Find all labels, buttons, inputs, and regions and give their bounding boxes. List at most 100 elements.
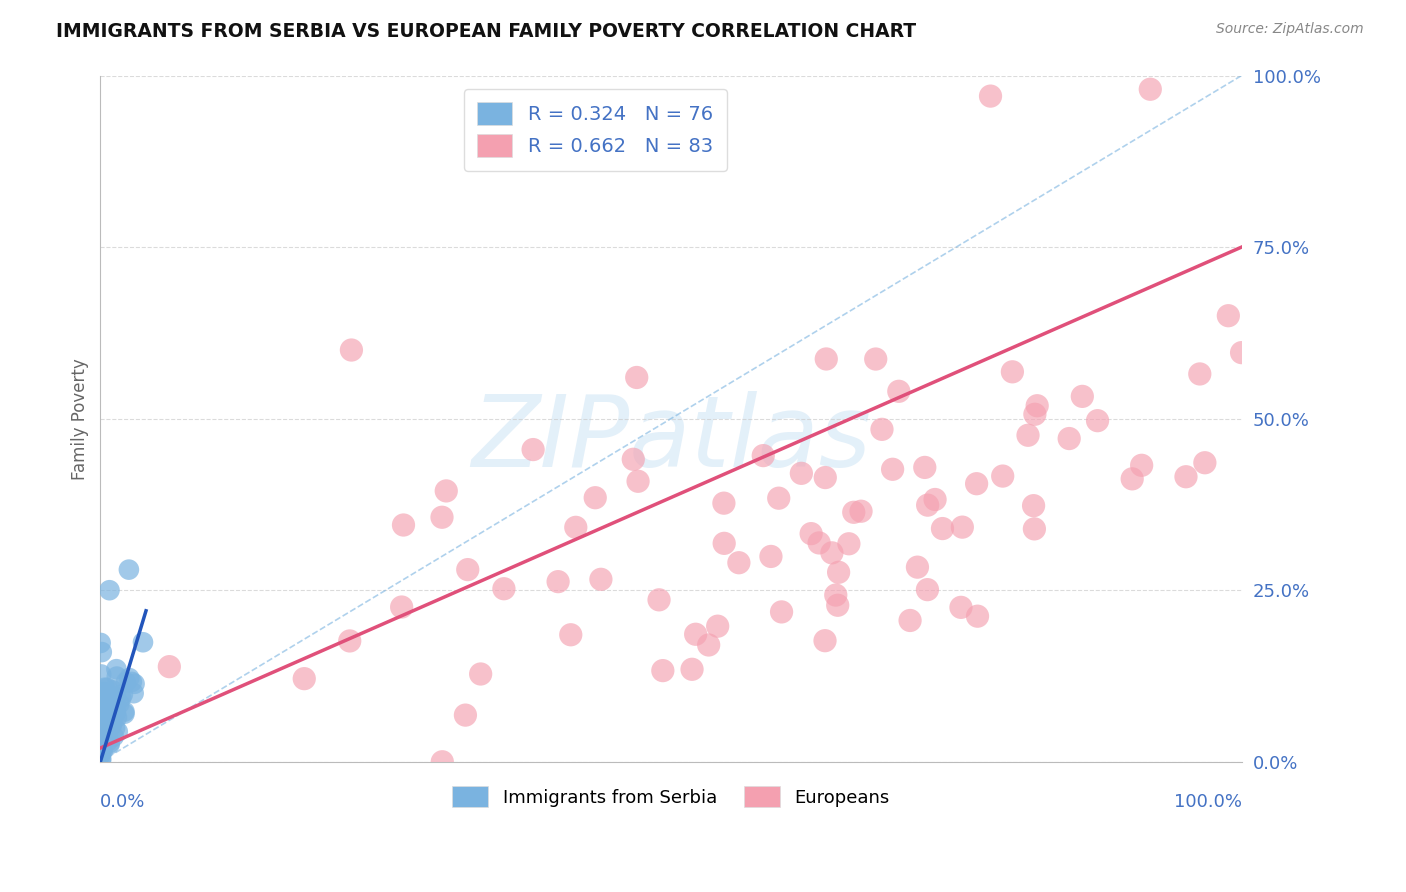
Point (849, 504, 872, 518)
Point (97, 734, 120, 748)
Point (105, 710, 128, 724)
Point (759, 549, 782, 564)
Point (93, 721, 115, 735)
Point (89, 729, 111, 743)
Point (96, 723, 118, 737)
Point (827, 566, 849, 580)
Point (914, 460, 936, 475)
Point (1057, 432, 1080, 446)
Point (110, 690, 132, 705)
Point (1175, 469, 1198, 483)
Point (93, 690, 115, 704)
Point (1024, 407, 1046, 421)
Point (865, 352, 887, 367)
Point (108, 697, 131, 711)
Point (887, 384, 910, 399)
Point (583, 491, 606, 505)
Point (924, 492, 946, 507)
Point (103, 730, 125, 744)
Point (114, 706, 136, 721)
Point (91, 744, 114, 758)
Point (90, 645, 112, 659)
Point (111, 687, 134, 701)
Point (90, 754, 112, 768)
Point (626, 370, 648, 384)
Point (950, 520, 973, 534)
Point (800, 526, 823, 541)
Point (681, 662, 703, 676)
Text: 100.0%: 100.0% (1174, 793, 1241, 811)
Point (651, 664, 673, 678)
Point (100, 715, 122, 730)
Point (91, 740, 114, 755)
Point (1121, 472, 1143, 486)
Point (697, 638, 720, 652)
Point (101, 718, 124, 732)
Point (432, 755, 454, 769)
Point (1071, 389, 1094, 403)
Point (104, 705, 127, 719)
Point (91, 720, 114, 734)
Point (1026, 399, 1049, 413)
Point (824, 588, 846, 602)
Point (104, 698, 127, 713)
Point (157, 659, 180, 673)
Point (1139, 82, 1161, 96)
Point (90, 667, 112, 681)
Point (122, 686, 145, 700)
Point (768, 491, 790, 506)
Point (91, 724, 114, 739)
Point (821, 546, 844, 560)
Point (728, 556, 751, 570)
Point (90, 636, 112, 650)
Point (808, 536, 831, 550)
Y-axis label: Family Poverty: Family Poverty (72, 358, 89, 480)
Point (94, 731, 117, 746)
Point (124, 677, 146, 691)
Point (713, 496, 735, 510)
Text: IMMIGRANTS FROM SERBIA VS EUROPEAN FAMILY POVERTY CORRELATION CHART: IMMIGRANTS FROM SERBIA VS EUROPEAN FAMIL… (56, 22, 917, 41)
Point (105, 690, 128, 704)
Point (627, 475, 650, 489)
Point (94, 690, 117, 705)
Point (94, 714, 117, 728)
Point (339, 634, 361, 648)
Point (434, 483, 457, 498)
Point (114, 705, 136, 719)
Point (97, 721, 120, 735)
Point (118, 563, 141, 577)
Point (1022, 499, 1045, 513)
Point (97, 686, 120, 700)
Point (522, 442, 544, 457)
Point (752, 449, 775, 463)
Point (118, 671, 141, 685)
Point (97, 691, 120, 706)
Point (100, 718, 122, 732)
Point (115, 675, 138, 690)
Point (98, 583, 121, 598)
Point (1024, 522, 1046, 536)
Point (104, 721, 127, 735)
Point (827, 599, 849, 613)
Point (1194, 456, 1216, 470)
Point (90, 742, 112, 756)
Point (706, 619, 728, 633)
Point (93, 706, 115, 720)
Point (98, 694, 121, 708)
Point (93, 734, 115, 748)
Point (907, 560, 929, 574)
Point (101, 683, 124, 698)
Point (292, 672, 315, 686)
Point (430, 510, 453, 524)
Point (94, 710, 117, 724)
Legend: Immigrants from Serbia, Europeans: Immigrants from Serbia, Europeans (444, 780, 897, 814)
Point (91, 710, 114, 724)
Point (470, 667, 492, 681)
Point (89, 720, 111, 734)
Point (98, 736, 121, 750)
Point (814, 633, 837, 648)
Point (547, 574, 569, 589)
Point (96, 720, 118, 734)
Point (790, 467, 813, 481)
Point (91, 706, 114, 720)
